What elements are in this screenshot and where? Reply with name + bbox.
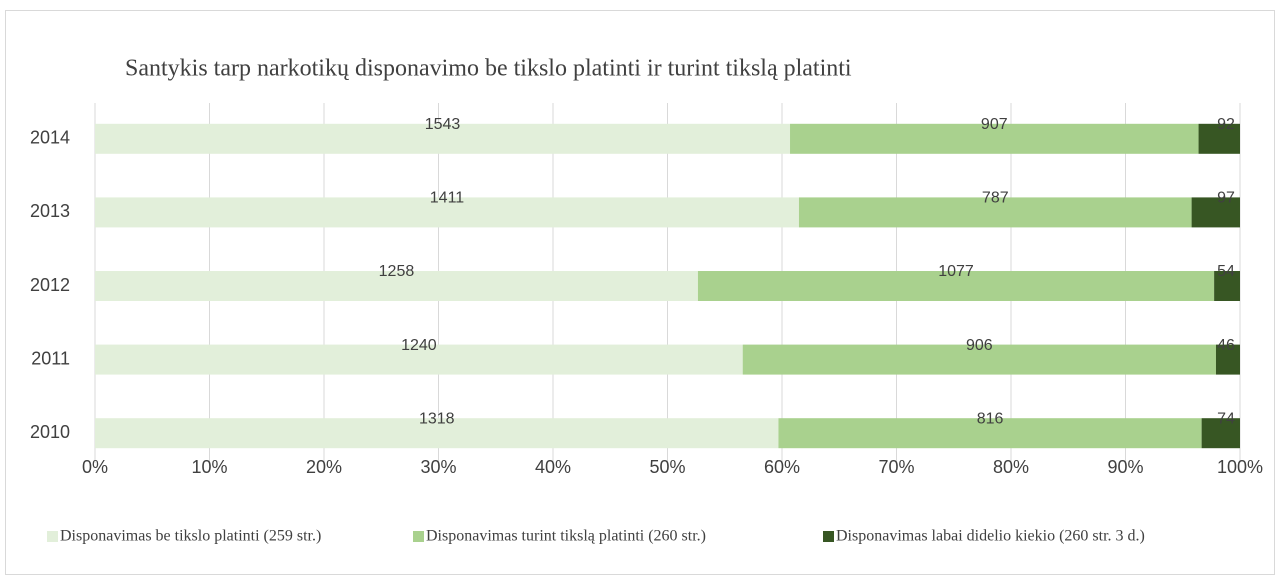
data-label: 92 [1217,116,1235,133]
bar-segment [1215,344,1240,375]
bar-segment [1191,197,1240,228]
data-label: 1077 [938,263,974,280]
x-tick-label: 60% [764,457,800,477]
data-label: 787 [982,190,1009,207]
bar-segment [790,123,1199,154]
y-tick-label: 2012 [30,275,70,295]
y-tick-label: 2014 [30,128,70,148]
bar-segment [1214,271,1240,301]
bar-segment [95,418,779,449]
bar-segment [742,344,1216,375]
bar-segment [697,271,1215,301]
data-label: 54 [1217,263,1235,280]
x-tick-label: 10% [191,457,227,477]
bar-segment [95,197,799,228]
data-label: 1543 [425,116,461,133]
x-tick-label: 80% [993,457,1029,477]
x-tick-label: 50% [649,457,685,477]
legend-swatch [823,531,834,542]
bar-segment [95,271,698,301]
data-label: 97 [1217,190,1235,207]
bar-segment [778,418,1202,449]
data-label: 906 [966,337,993,354]
legend-label: Disponavimas labai didelio kiekio (260 s… [836,528,1145,545]
chart-title: Santykis tarp narkotikų disponavimo be t… [125,56,852,82]
legend-swatch [413,531,424,542]
x-tick-label: 30% [420,457,456,477]
legend-label: Disponavimas turint tikslą platinti (260… [426,528,706,545]
bar-segment [95,344,743,375]
y-tick-label: 2011 [31,348,70,368]
x-tick-label: 0% [82,457,108,477]
data-label: 46 [1217,337,1235,354]
legend-label: Disponavimas be tikslo platinti (259 str… [60,528,321,545]
x-tick-label: 90% [1107,457,1143,477]
x-tick-label: 20% [306,457,342,477]
x-tick-label: 100% [1217,457,1263,477]
data-label: 1318 [419,410,455,427]
data-label: 907 [981,116,1008,133]
data-label: 1258 [379,263,415,280]
bar-segment [798,197,1192,228]
data-label: 1240 [401,337,437,354]
x-tick-label: 70% [878,457,914,477]
legend-swatch [47,531,58,542]
bar-segment [1201,418,1240,449]
y-tick-label: 2013 [30,201,70,221]
y-tick-label: 2010 [30,422,70,442]
data-label: 816 [977,410,1004,427]
bar-segment [1198,123,1240,154]
data-label: 1411 [430,190,465,207]
data-label: 74 [1217,410,1235,427]
x-tick-label: 40% [535,457,571,477]
bar-segment [95,123,791,154]
